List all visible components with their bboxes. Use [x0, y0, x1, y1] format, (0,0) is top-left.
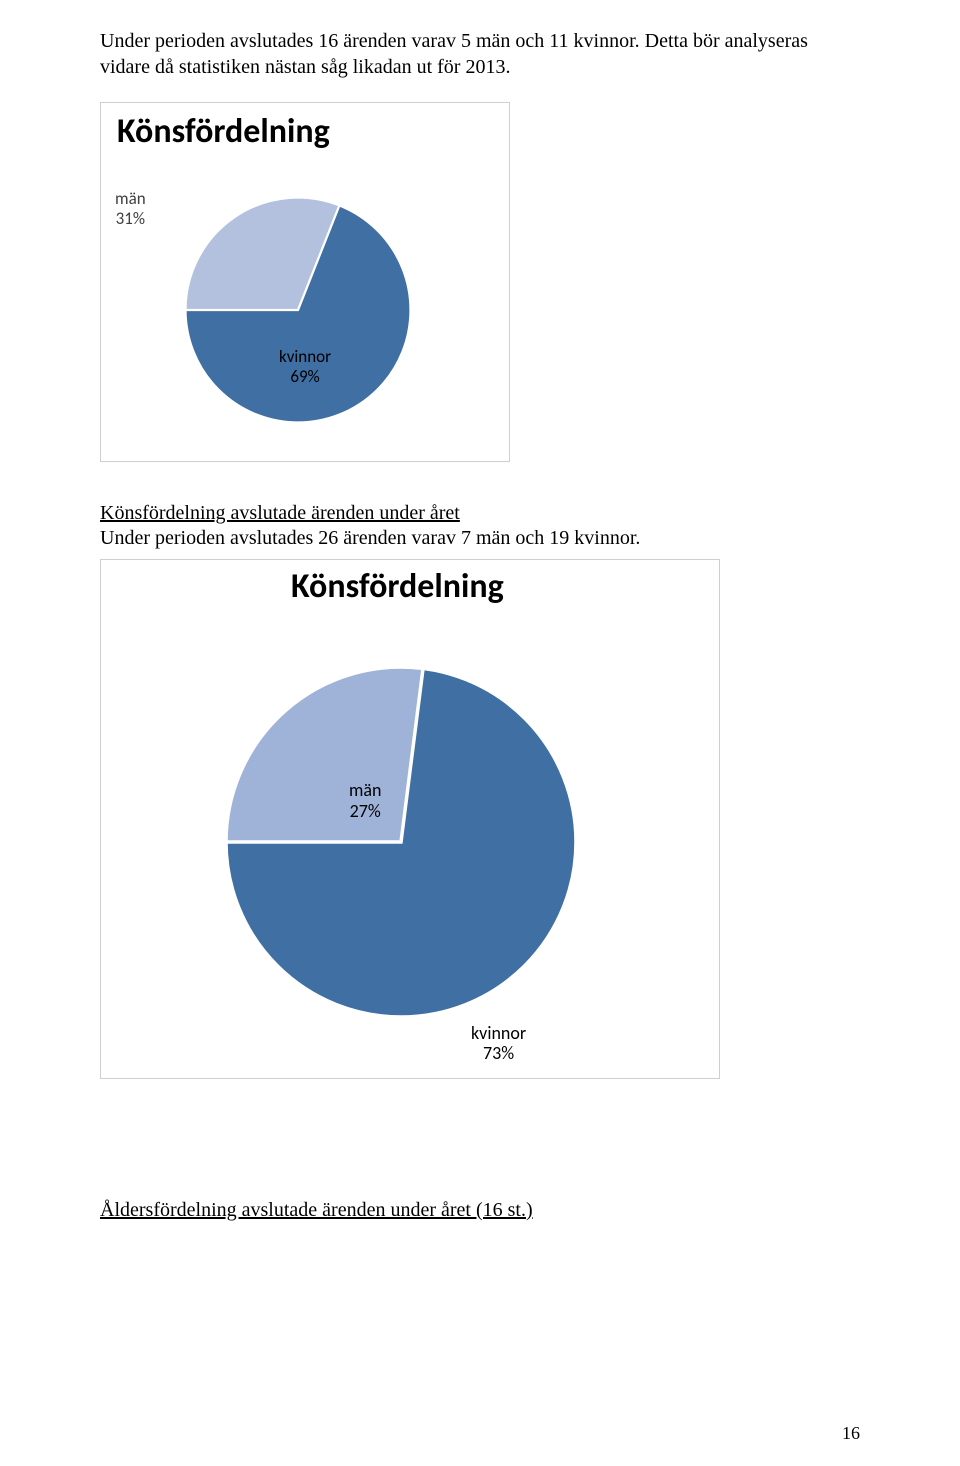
section-heading: Könsfördelning avslutade ärenden under å… — [100, 502, 860, 525]
chart-gender-2: Könsfördelning män 27% kvinnor 73% — [100, 559, 720, 1079]
chart2-pie — [191, 632, 611, 1052]
chart2-label-women: kvinnor 73% — [471, 1023, 526, 1064]
chart2-label-men: män 27% — [349, 780, 381, 821]
chart1-title: Könsfördelning — [117, 111, 330, 152]
pie-icon — [191, 632, 611, 1052]
footer-heading: Åldersfördelning avslutade ärenden under… — [100, 1199, 860, 1222]
chart1-women-name: kvinnor — [279, 346, 331, 367]
chart1-pie — [163, 175, 433, 445]
intro-paragraph: Under perioden avslutades 16 ärenden var… — [100, 28, 860, 80]
page-number: 16 — [842, 1423, 860, 1444]
chart2-title: Könsfördelning — [291, 566, 504, 607]
chart1-women-pct: 69% — [290, 366, 319, 387]
chart2-men-name: män — [349, 779, 381, 801]
chart1-men-pct: 31% — [116, 208, 145, 229]
chart1-label-men: män 31% — [115, 189, 146, 228]
page: Under perioden avslutades 16 ärenden var… — [0, 0, 960, 1466]
chart1-label-women: kvinnor 69% — [279, 347, 331, 386]
chart-gender-1: Könsfördelning män 31% kvinnor 69% — [100, 102, 510, 462]
chart1-men-name: män — [115, 188, 146, 209]
pie-icon — [163, 175, 433, 445]
chart2-women-name: kvinnor — [471, 1022, 526, 1044]
chart2-women-pct: 73% — [483, 1042, 514, 1064]
chart2-men-pct: 27% — [350, 800, 381, 822]
section-text: Under perioden avslutades 26 ärenden var… — [100, 525, 860, 551]
